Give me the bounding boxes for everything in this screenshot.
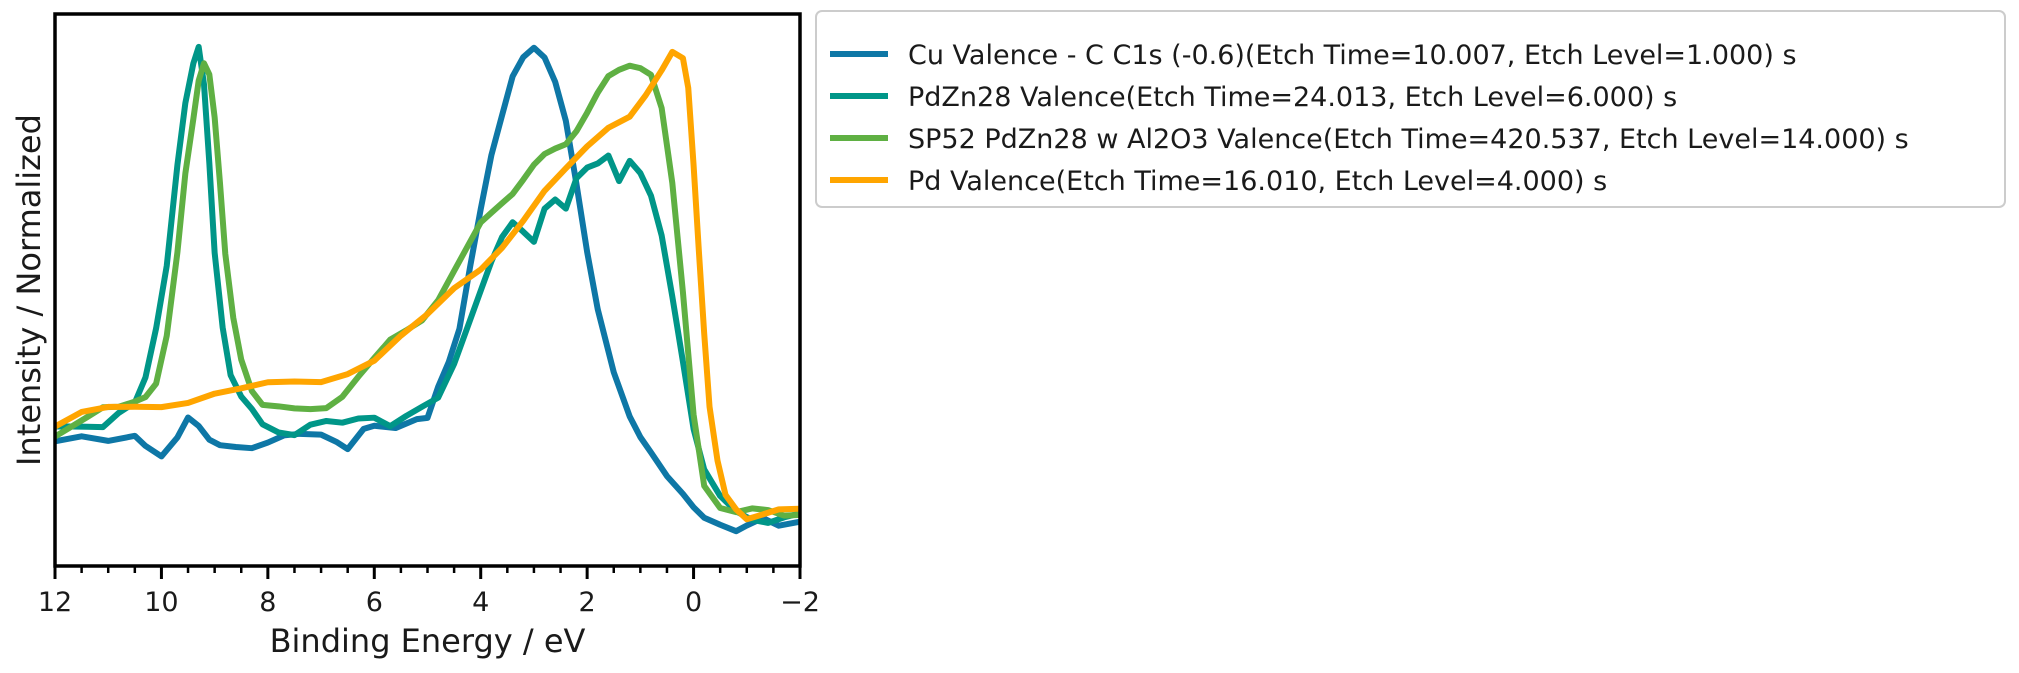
x-tick-label: 12 (38, 587, 72, 618)
legend-label-4: Pd Valence(Etch Time=16.010, Etch Level=… (908, 166, 1607, 197)
series-line-2 (55, 43, 800, 526)
legend-label-3: SP52 PdZn28 w Al2O3 Valence(Etch Time=42… (908, 124, 1909, 155)
x-axis-label: Binding Energy / eV (270, 622, 586, 660)
x-tick-label: −2 (780, 587, 820, 618)
x-tick-label: 8 (259, 587, 276, 618)
x-tick-label: 10 (144, 587, 178, 618)
series-line-4 (55, 48, 800, 523)
x-tick-label: 4 (472, 587, 489, 618)
legend: Cu Valence - C C1s (-0.6)(Etch Time=10.0… (815, 10, 2006, 208)
legend-label-1: Cu Valence - C C1s (-0.6)(Etch Time=10.0… (908, 40, 1797, 71)
y-axis-label: Intensity / Normalized (10, 114, 48, 466)
x-tick-label: 0 (685, 587, 702, 618)
legend-label-2: PdZn28 Valence(Etch Time=24.013, Etch Le… (908, 82, 1677, 113)
legend-frame (815, 10, 2006, 208)
x-tick-label: 2 (579, 587, 596, 618)
series-line-1 (55, 44, 800, 535)
x-tick-label: 6 (366, 587, 383, 618)
series-layer (55, 43, 800, 535)
x-axis: 12 10 8 6 4 2 0 −2 (38, 566, 820, 618)
